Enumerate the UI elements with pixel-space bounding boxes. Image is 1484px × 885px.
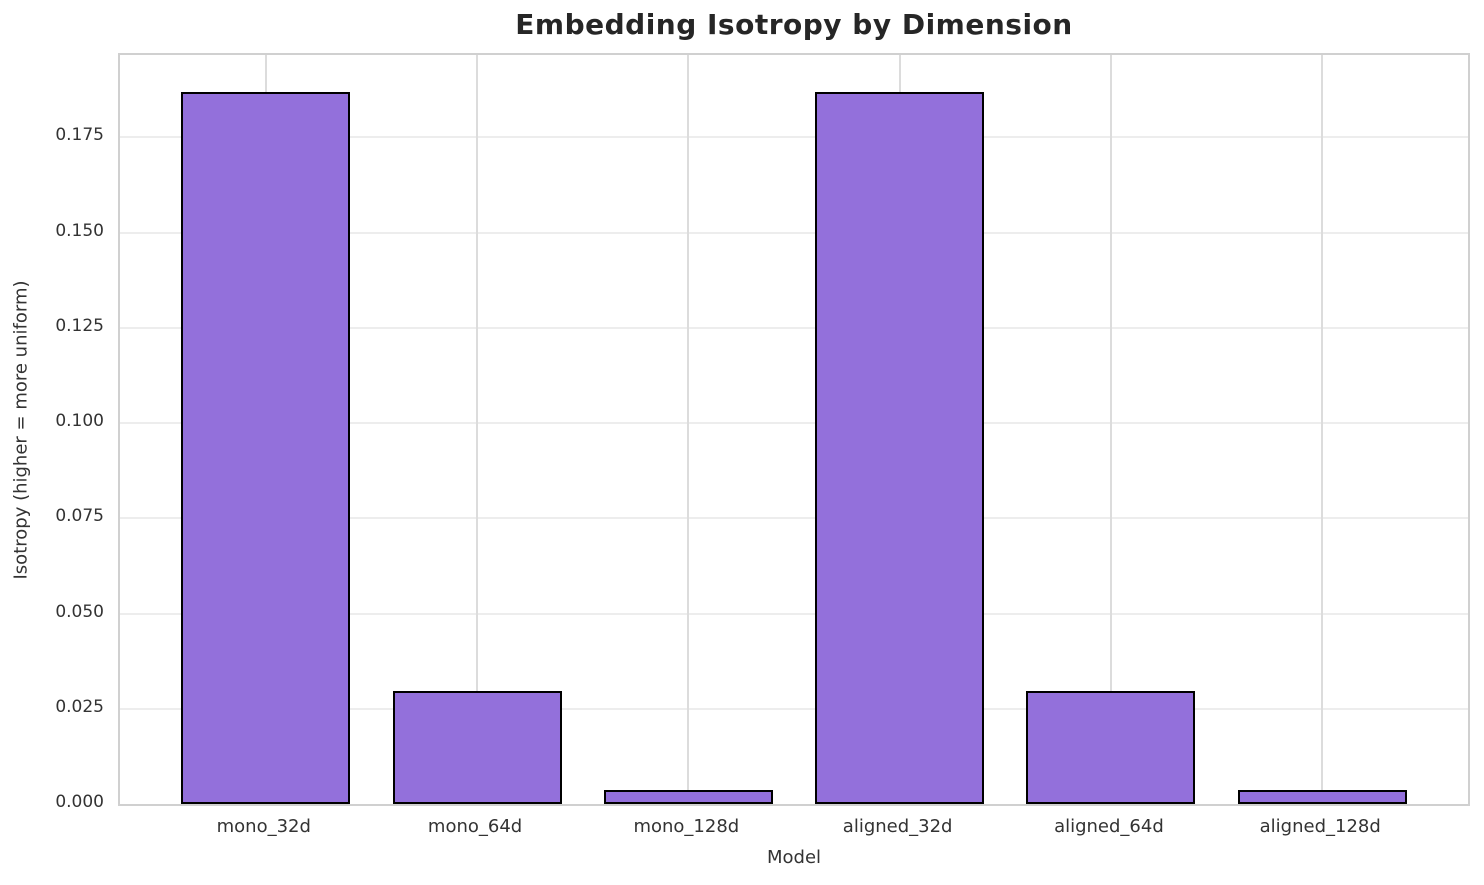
y-tick-label: 0.000: [55, 792, 104, 812]
bar: [1237, 789, 1407, 804]
x-tick-label: aligned_32d: [842, 816, 953, 837]
h-gridline: [120, 136, 1468, 139]
h-gridline: [120, 231, 1468, 234]
h-gridline: [120, 612, 1468, 615]
x-tick-label: aligned_64d: [1054, 816, 1164, 837]
x-tick-label: mono_64d: [427, 816, 523, 837]
bar: [181, 91, 351, 804]
x-tick-labels: mono_32d mono_64d mono_128d aligned_32d alig…: [118, 814, 1470, 842]
y-tick-label: 0.075: [55, 506, 104, 527]
y-tick-label: 0.175: [55, 125, 104, 146]
y-tick-label: 0.125: [55, 315, 104, 336]
v-gridline: [1109, 55, 1112, 804]
bars-layer: [120, 55, 1468, 804]
x-tick-label: mono_32d: [216, 816, 311, 837]
h-gridline: [120, 517, 1468, 520]
y-tick-label: 0.050: [55, 601, 104, 622]
chart-title: Embedding Isotropy by Dimension: [515, 8, 1073, 41]
y-tick-label: 0.150: [55, 220, 104, 241]
v-gridline: [687, 55, 690, 804]
h-gridline: [120, 422, 1468, 425]
bar: [603, 789, 773, 804]
x-tick-label: aligned_128d: [1259, 816, 1381, 837]
h-gridline: [120, 707, 1468, 710]
plot-area: [118, 53, 1470, 806]
y-tick-label: 0.100: [55, 411, 104, 432]
v-gridline: [1321, 55, 1324, 804]
h-gridline: [120, 326, 1468, 329]
x-axis-label: Model: [766, 847, 822, 868]
bar: [392, 690, 562, 804]
x-tick-label: mono_128d: [633, 816, 740, 837]
bar: [1026, 690, 1196, 804]
y-tick-labels: 0.000 0.025 0.050 0.075 0.100 0.125 0.150 0.175: [0, 53, 104, 812]
bar: [815, 91, 985, 804]
y-tick-label: 0.025: [55, 696, 104, 717]
v-gridline: [476, 55, 479, 804]
